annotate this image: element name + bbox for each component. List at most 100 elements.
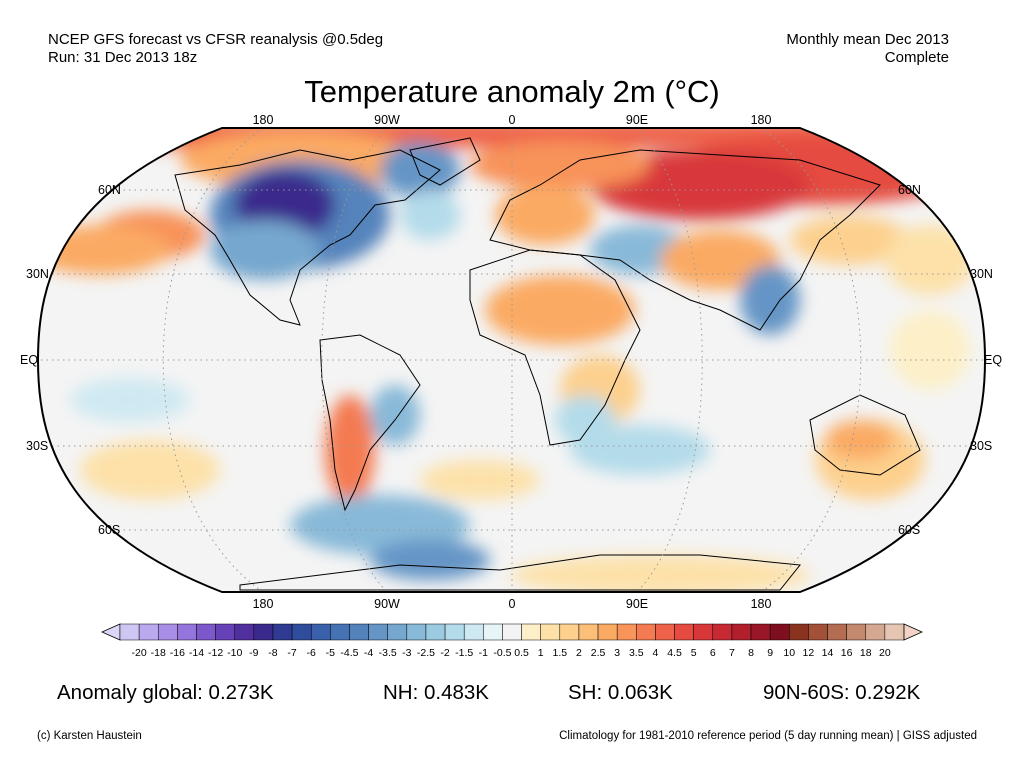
colorbar-tick-label: -3.5 (378, 647, 397, 659)
colorbar-cell (769, 623, 790, 641)
lat-label-right: EQ (984, 353, 1003, 367)
colorbar-cell (387, 623, 408, 641)
colorbar-tick-label: 2 (576, 647, 582, 659)
colorbar-tick-label: 0.5 (514, 647, 529, 659)
colorbar-cell (693, 623, 714, 641)
colorbar-cell (540, 623, 561, 641)
lat-label-right: 60N (898, 183, 921, 197)
colorbar-tick-label: -12 (208, 647, 224, 659)
colorbar-tick-label: -9 (249, 647, 259, 659)
sh-anomaly: SH: 0.063K (568, 681, 673, 704)
colorbar-cell (731, 623, 752, 641)
lat-label-left: 60S (98, 523, 121, 537)
colorbar (101, 623, 923, 641)
colorbar-cell (157, 623, 178, 641)
colorbar-tick-label: -18 (150, 647, 166, 659)
colorbar-cell (483, 623, 503, 641)
colorbar-tick-label: 20 (879, 647, 891, 659)
colorbar-tick-label: -0.5 (493, 647, 512, 659)
colorbar-tick-label: 3 (614, 647, 621, 659)
colorbar-tick-label: -20 (131, 647, 147, 659)
colorbar-cell (578, 623, 599, 641)
colorbar-tick-label: 12 (802, 647, 815, 659)
lat-label-right: 30S (970, 439, 993, 453)
colorbar-cell (425, 623, 446, 641)
colorbar-cell (138, 623, 159, 641)
colorbar-cell (463, 623, 484, 641)
colorbar-cell (177, 623, 197, 641)
lat-label-left: 30N (26, 267, 49, 281)
colorbar-tick-label: 9 (767, 647, 774, 659)
nh-anomaly: NH: 0.483K (383, 681, 489, 704)
colorbar-cell (406, 623, 427, 641)
colorbar-cell (215, 623, 235, 641)
colorbar-tick-label: -4 (363, 647, 374, 659)
colorbar-cell (291, 623, 312, 641)
lon-label-bottom: 0 (508, 597, 516, 611)
climatology-note: Climatology for 1981-2010 reference peri… (559, 730, 977, 742)
colorbar-cell (310, 623, 331, 641)
colorbar-tick-label: -1 (478, 647, 488, 659)
colorbar-cell (196, 623, 216, 641)
colorbar-cell (349, 623, 369, 641)
colorbar-cell (597, 623, 618, 641)
colorbar-cell (502, 623, 522, 641)
graticule (38, 128, 985, 592)
colorbar-tick-label: -14 (188, 647, 205, 659)
colorbar-cell (827, 623, 847, 641)
colorbar-cell (846, 623, 867, 641)
colorbar-cell (884, 623, 905, 641)
map-title: Temperature anomaly 2m (°C) (304, 74, 720, 109)
colorbar-tick-label: 5 (690, 647, 697, 659)
colorbar-tick-label: -1.5 (455, 647, 474, 659)
colorbar-cell (865, 623, 886, 641)
colorbar-cell (674, 623, 694, 641)
colorbar-tick-label: -4.5 (340, 647, 359, 659)
lon-label-bottom: 180 (252, 597, 274, 611)
period-label: Monthly mean Dec 2013 (786, 31, 949, 48)
completeness-label: Complete (884, 49, 949, 66)
colorbar-tick-label: 3.5 (628, 647, 644, 659)
colorbar-cell (521, 623, 541, 641)
arctic-anomaly: 90N-60S: 0.292K (763, 681, 921, 704)
colorbar-tick-label: -6 (306, 647, 316, 659)
lon-label-bottom: 90W (374, 597, 400, 611)
colorbar-tick-label: 16 (840, 647, 853, 659)
lon-label-top: 180 (252, 113, 274, 127)
colorbar-cell (119, 623, 140, 641)
model-description: NCEP GFS forecast vs CFSR reanalysis @0.… (48, 31, 384, 48)
colorbar-arrow-max (903, 623, 923, 641)
lon-label-top: 90E (625, 113, 649, 127)
colorbar-tick-label: 6 (709, 647, 716, 659)
lon-label-bottom: 90E (625, 597, 649, 611)
colorbar-tick-label: 8 (748, 647, 754, 659)
colorbar-arrow-min (101, 623, 121, 641)
colorbar-tick-label: 2.5 (590, 647, 606, 659)
colorbar-cell (234, 623, 255, 641)
colorbar-tick-label: 18 (859, 647, 872, 659)
lon-label-bottom: 180 (750, 597, 772, 611)
colorbar-tick-label: 10 (783, 647, 796, 659)
colorbar-tick-label: -3 (402, 647, 412, 659)
colorbar-tick-label: -2 (440, 647, 450, 659)
colorbar-tick-label: -2.5 (416, 647, 435, 659)
colorbar-cell (330, 623, 350, 641)
lon-label-top: 180 (750, 113, 772, 127)
run-time: Run: 31 Dec 2013 18z (48, 49, 198, 66)
colorbar-tick-label: 1.5 (552, 647, 568, 659)
lat-label-right: 30N (970, 267, 993, 281)
colorbar-cell (655, 623, 675, 641)
anomaly-field (38, 128, 985, 592)
lat-label-left: 30S (26, 439, 49, 453)
colorbar-cell (789, 623, 809, 641)
colorbar-tick-label: 7 (728, 647, 735, 659)
colorbar-tick-label: 1 (537, 647, 544, 659)
colorbar-cell (253, 623, 274, 641)
global-anomaly: Anomaly global: 0.273K (57, 681, 274, 704)
colorbar-cell (750, 623, 771, 641)
colorbar-tick-label: 14 (821, 647, 834, 659)
lon-label-top: 90W (374, 113, 400, 127)
colorbar-cell (616, 623, 637, 641)
colorbar-tick-label: 4.5 (667, 647, 682, 659)
